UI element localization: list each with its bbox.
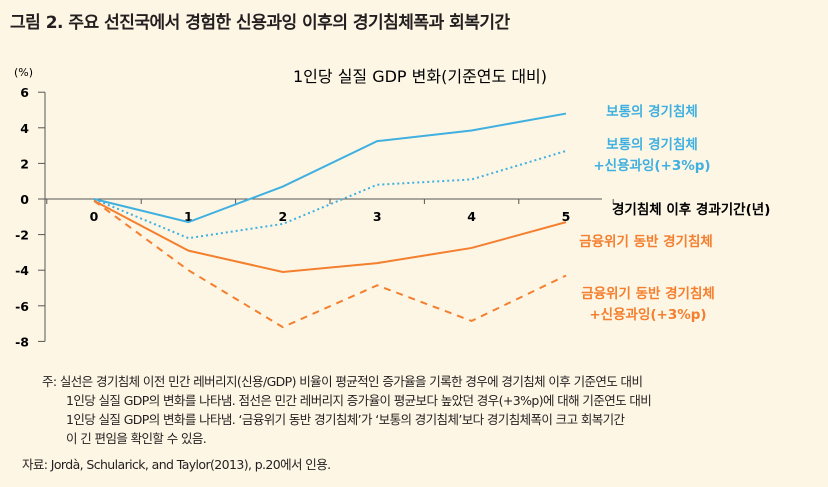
note-line-4: 이 긴 편임을 확인할 수 있음. bbox=[66, 431, 207, 446]
source: 자료: Jordà, Schularick, and Taylor(2013),… bbox=[22, 457, 331, 472]
x-tick-label: 1 bbox=[184, 209, 193, 224]
y-axis-label: (%) bbox=[14, 66, 33, 79]
series-label: +신용과잉(+3%p) bbox=[589, 306, 706, 323]
y-tick-label: 4 bbox=[20, 121, 29, 136]
y-tick-label: -2 bbox=[15, 228, 29, 243]
y-tick-label: 6 bbox=[20, 85, 29, 100]
series-label: 금융위기 동반 경기침체 bbox=[581, 285, 715, 302]
chart-title: 1인당 실질 GDP 변화(기준연도 대비) bbox=[293, 67, 547, 86]
series-line-2 bbox=[93, 149, 567, 240]
y-tick-label: -4 bbox=[15, 263, 29, 278]
y-tick-label: 2 bbox=[20, 156, 29, 171]
x-tick-label: 2 bbox=[278, 209, 287, 224]
x-tick-label: 4 bbox=[467, 209, 476, 224]
series-label: 보통의 경기침체 bbox=[606, 103, 698, 120]
line-chart: (%) 1인당 실질 GDP 변화(기준연도 대비) 6 4 2 0 -2 -4 -6 -8 0 1 2… bbox=[14, 66, 770, 349]
series-line-3 bbox=[93, 199, 567, 273]
series-label: 금융위기 동반 경기침체 bbox=[579, 233, 713, 250]
series-label: 보통의 경기침체 bbox=[606, 136, 698, 153]
series-line-4 bbox=[93, 199, 567, 329]
x-tick-label: 5 bbox=[562, 209, 571, 224]
x-axis-label: 경기침체 이후 경과기간(년) bbox=[612, 201, 770, 218]
figure-title: 그림 2. 주요 선진국에서 경험한 신용과잉 이후의 경기침체폭과 회복기간 bbox=[10, 13, 510, 33]
x-tick-label: 3 bbox=[373, 209, 382, 224]
note-line-2: 1인당 실질 GDP의 변화를 나타냄. 점선은 민간 레버리지 증가율이 평균… bbox=[66, 393, 652, 408]
y-tick-label: -6 bbox=[15, 299, 29, 314]
series-line-1 bbox=[93, 112, 567, 224]
note-line-1: 주: 실선은 경기침체 이전 민간 레버리지(신용/GDP) 비율이 평균적인 … bbox=[42, 374, 643, 389]
y-tick-label: 0 bbox=[20, 192, 29, 207]
note-line-3: 1인당 실질 GDP의 변화를 나타냄. ‘금융위기 동반 경기침체’가 ‘보통… bbox=[66, 412, 625, 427]
y-tick-label: -8 bbox=[15, 334, 29, 349]
series-label: +신용과잉(+3%p) bbox=[593, 157, 710, 174]
x-tick-label: 0 bbox=[90, 209, 99, 224]
